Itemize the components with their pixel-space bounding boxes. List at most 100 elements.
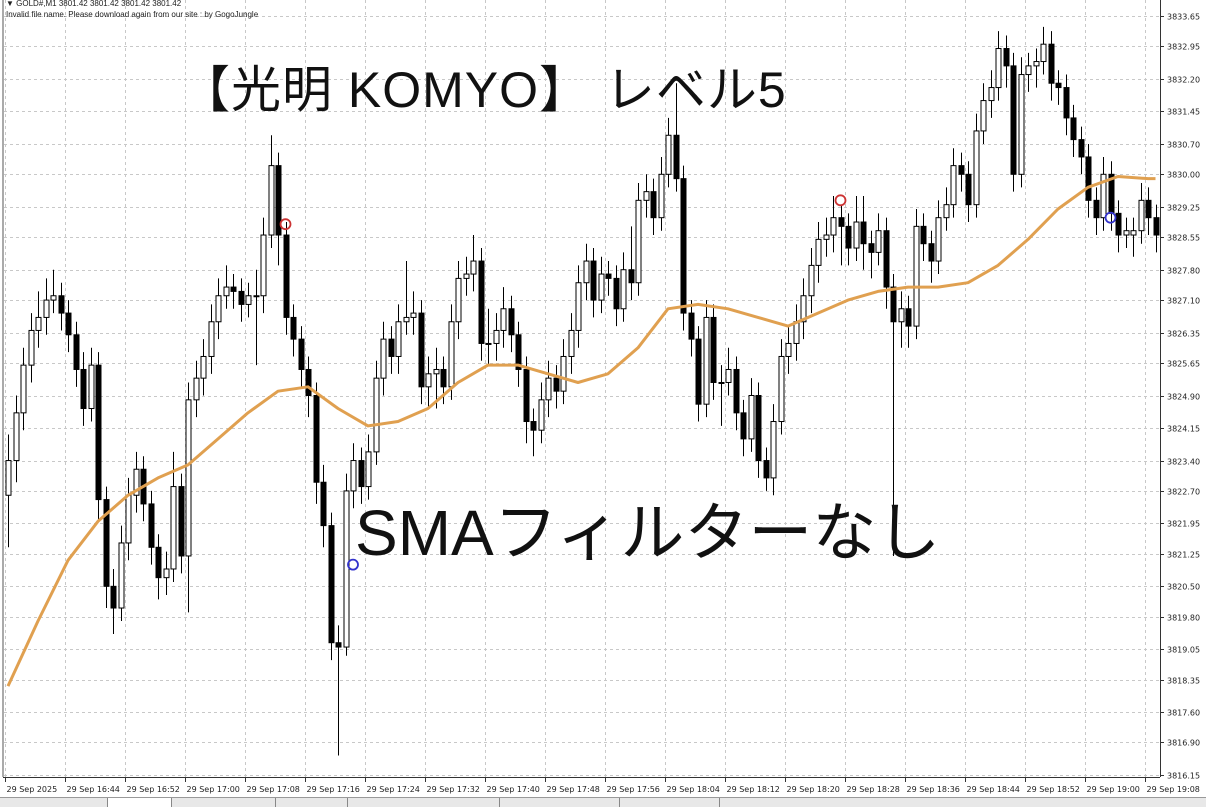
time-tick-label: 29 Sep 19:08 xyxy=(1147,785,1200,794)
candle-body xyxy=(823,234,830,240)
candle-body xyxy=(1093,199,1100,219)
candle-body xyxy=(928,243,935,262)
chart-tab[interactable] xyxy=(620,798,720,807)
candle-bearish xyxy=(523,356,530,444)
sma-line xyxy=(6,175,1156,687)
candle-body xyxy=(238,290,245,305)
time-tick-label: 29 Sep 17:08 xyxy=(247,785,300,794)
candle-bearish xyxy=(508,295,515,353)
candle-body xyxy=(163,568,170,579)
time-tick-label: 29 Sep 17:56 xyxy=(607,785,660,794)
time-tick-label: 29 Sep 18:28 xyxy=(847,785,900,794)
candle-bullish xyxy=(598,256,605,314)
candle-body xyxy=(118,542,125,609)
candle-bullish xyxy=(658,156,665,231)
chart-grid xyxy=(4,0,1160,777)
price-axis[interactable]: 3833.65 3832.95 3832.20 3831.45 3830.70 3830.… xyxy=(1160,13,1200,781)
price-tick-label: 3832.95 xyxy=(1167,43,1200,52)
candle-body xyxy=(958,165,965,175)
candle-body xyxy=(500,308,507,331)
candle-bearish xyxy=(1108,161,1115,231)
candle-bullish xyxy=(800,278,807,340)
time-axis[interactable]: 29 Sep 2025 29 Sep 16:44 29 Sep 16:52 29 Se… xyxy=(5,777,1200,794)
candle-body xyxy=(995,48,1002,89)
price-tick-label: 3830.70 xyxy=(1167,141,1200,150)
candle-bullish xyxy=(853,195,860,262)
candle-body xyxy=(560,355,567,392)
candle-body xyxy=(965,173,972,206)
time-tick-label: 29 Sep 18:20 xyxy=(787,785,840,794)
candle-bearish xyxy=(613,265,620,327)
chart-tab[interactable] xyxy=(0,798,108,807)
candle-bearish xyxy=(103,486,110,609)
candle-body xyxy=(313,395,320,483)
candle-bearish xyxy=(755,382,762,478)
candle-body xyxy=(815,238,822,266)
candle-bullish xyxy=(988,70,995,118)
candle-body xyxy=(545,377,552,401)
candle-body xyxy=(1063,87,1070,119)
candle-body xyxy=(20,364,27,414)
candle-bullish xyxy=(88,347,95,422)
candle-bullish xyxy=(1123,217,1130,249)
candle-bearish xyxy=(1085,143,1092,218)
chart-tab[interactable] xyxy=(276,798,348,807)
candle-body xyxy=(538,399,545,431)
candle-body xyxy=(1010,65,1017,175)
candle-bearish xyxy=(238,278,245,322)
candle-body xyxy=(290,316,297,340)
candle-bearish xyxy=(418,300,425,405)
candle-body xyxy=(658,173,665,219)
signal-markers xyxy=(279,194,1117,571)
candle-body xyxy=(223,286,230,297)
candle-bearish xyxy=(1063,74,1070,136)
chart-tab[interactable] xyxy=(348,798,500,807)
candle-body xyxy=(43,299,50,318)
price-tick-label: 3827.10 xyxy=(1167,297,1200,306)
candle-bearish xyxy=(58,282,65,331)
candle-body xyxy=(1025,65,1032,76)
chart-tab[interactable] xyxy=(500,798,620,807)
candle-bullish xyxy=(170,451,177,582)
candle-body xyxy=(583,260,590,284)
candle-bearish xyxy=(845,213,852,266)
candle-body xyxy=(808,264,815,297)
candle-body xyxy=(350,460,357,492)
chart-tab-active[interactable] xyxy=(108,798,172,807)
candle-body xyxy=(643,191,650,201)
candle-bearish xyxy=(1010,52,1017,192)
candle-bullish xyxy=(470,235,477,292)
candle-bullish xyxy=(545,360,552,418)
candle-body xyxy=(890,286,897,323)
candle-bullish xyxy=(785,326,792,374)
candle-body xyxy=(35,316,42,331)
candle-bullish xyxy=(350,443,357,509)
candle-bullish xyxy=(253,269,260,366)
candle-bearish xyxy=(530,408,537,457)
candle-bullish xyxy=(995,31,1002,101)
candle-body xyxy=(1055,82,1062,89)
time-tick-label: 29 Sep 16:44 xyxy=(67,785,120,794)
candle-body xyxy=(883,230,890,288)
candle-bearish xyxy=(740,399,747,457)
candle-bullish xyxy=(200,339,207,396)
candle-body xyxy=(110,585,117,609)
candle-bearish xyxy=(230,274,237,309)
candle-bullish xyxy=(163,551,170,596)
candle-bearish xyxy=(358,447,365,504)
indicator-notice: Invalid file name. Please download again… xyxy=(6,10,259,19)
candle-body xyxy=(170,486,177,570)
candle-bearish xyxy=(80,352,87,426)
candles xyxy=(5,26,1160,756)
candle-bullish xyxy=(425,356,432,409)
price-tick-label: 3819.05 xyxy=(1167,646,1200,655)
price-tick-label: 3817.60 xyxy=(1167,709,1200,718)
candle-body xyxy=(373,377,380,453)
chart-tab[interactable] xyxy=(172,798,276,807)
candle-body xyxy=(508,308,515,336)
candle-bullish xyxy=(403,261,410,335)
candle-bearish xyxy=(388,326,395,374)
candle-body xyxy=(478,260,485,344)
price-tick-label: 3827.80 xyxy=(1167,267,1200,276)
